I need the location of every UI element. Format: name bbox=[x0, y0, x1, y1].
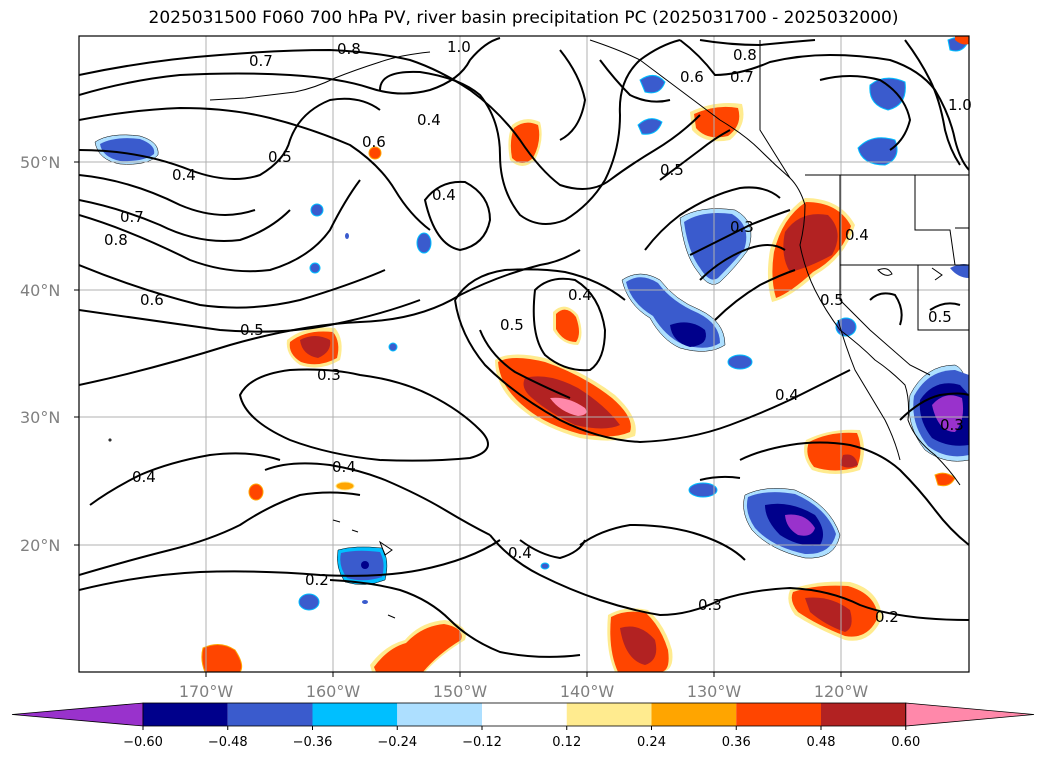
pv-label-0-4-aleutian: 0.4 bbox=[172, 166, 196, 184]
colorbar-cell bbox=[566, 703, 652, 726]
colorbar-cell bbox=[482, 703, 567, 726]
pv-contour-labels: 1.0 0.8 0.7 0.4 0.6 0.5 0.4 0.6 0.5 0.4 … bbox=[104, 38, 972, 626]
pv-contours bbox=[79, 37, 969, 658]
pv-label-0-4-north: 0.4 bbox=[417, 111, 441, 129]
latitude-axis: 50°N 40°N 30°N 20°N bbox=[20, 153, 79, 555]
map-panel[interactable] bbox=[79, 36, 969, 672]
lon-label-130w: 130°W bbox=[687, 682, 742, 701]
pv-label-0-5-north: 0.5 bbox=[268, 148, 292, 166]
pv-label-0-8-top: 0.8 bbox=[337, 40, 361, 58]
pv-label-0-3-bc: 0.3 bbox=[730, 218, 754, 236]
colorbar-cell bbox=[736, 703, 821, 726]
precip-shading bbox=[94, 36, 969, 672]
lon-label-160w: 160°W bbox=[306, 682, 361, 701]
coastlines bbox=[209, 39, 969, 486]
lat-label-30n: 30°N bbox=[20, 408, 60, 427]
colorbar-extend-min bbox=[11, 702, 144, 727]
lat-label-20n: 20°N bbox=[20, 536, 60, 555]
lon-label-170w: 170°W bbox=[179, 682, 234, 701]
pv-label-0-4-ring: 0.4 bbox=[568, 286, 592, 304]
colorbar-cell bbox=[651, 703, 737, 726]
colorbar-tick-label: 0.24 bbox=[637, 735, 666, 750]
pv-label-0-6-center: 0.6 bbox=[362, 133, 386, 151]
lat-label-50n: 50°N bbox=[20, 153, 60, 172]
pv-label-0-5-nevada: 0.5 bbox=[928, 308, 952, 326]
islands bbox=[108, 267, 943, 619]
pv-label-0-2-east: 0.2 bbox=[875, 608, 899, 626]
pv-label-0-5-gulf: 0.5 bbox=[660, 161, 684, 179]
pv-label-0-4-sw: 0.4 bbox=[132, 468, 156, 486]
pv-label-1-0-top: 1.0 bbox=[447, 38, 471, 56]
pv-label-0-4-oregon: 0.4 bbox=[845, 226, 869, 244]
pv-label-0-4-center: 0.4 bbox=[432, 186, 456, 204]
colorbar-outline bbox=[142, 702, 907, 727]
pv-label-0-8-canada: 0.8 bbox=[733, 46, 757, 64]
pv-label-1-0-east: 1.0 bbox=[948, 96, 972, 114]
map-frame bbox=[78, 35, 970, 673]
pv-label-0-4-midwest: 0.4 bbox=[332, 458, 356, 476]
pv-label-0-4-baja: 0.4 bbox=[775, 386, 799, 404]
pv-label-0-6-west: 0.6 bbox=[140, 291, 164, 309]
pv-label-0-3-mexico: 0.3 bbox=[940, 416, 964, 434]
colorbar-extend-max bbox=[905, 702, 1035, 727]
lat-label-40n: 40°N bbox=[20, 281, 60, 300]
pv-label-0-5-west: 0.5 bbox=[240, 321, 264, 339]
pv-label-0-4-south: 0.4 bbox=[508, 544, 532, 562]
pv-label-0-7-canada: 0.7 bbox=[730, 68, 754, 86]
colorbar: −0.60 −0.48 −0.36 −0.24 −0.12 0.12 0.24 0.36 0.4… bbox=[11, 702, 1035, 750]
colorbar-tick-label: 0.60 bbox=[891, 735, 920, 750]
colorbar-cell bbox=[821, 703, 906, 726]
colorbar-cell bbox=[143, 703, 228, 726]
pv-label-0-6-alaska: 0.6 bbox=[680, 68, 704, 86]
colorbar-tick-label: −0.36 bbox=[293, 735, 333, 750]
colorbar-tick-label: −0.48 bbox=[208, 735, 248, 750]
map-title: 2025031500 F060 700 hPa PV, river basin … bbox=[148, 8, 899, 28]
colorbar-cell bbox=[312, 703, 398, 726]
colorbar-tick-label: 0.12 bbox=[552, 735, 581, 750]
lon-label-150w: 150°W bbox=[433, 682, 488, 701]
colorbar-tick-label: 0.48 bbox=[807, 735, 836, 750]
colorbar-cell bbox=[397, 703, 482, 726]
pv-label-0-3-hawaii-north: 0.3 bbox=[317, 366, 341, 384]
pv-label-0-5-california: 0.5 bbox=[820, 291, 844, 309]
pv-label-0-5-ring: 0.5 bbox=[500, 316, 524, 334]
colorbar-tick-label: −0.12 bbox=[462, 735, 502, 750]
colorbar-tick-label: −0.60 bbox=[123, 735, 163, 750]
longitude-axis: 170°W 160°W 150°W 140°W 130°W 120°W bbox=[179, 672, 869, 701]
pv-label-0-7-west: 0.7 bbox=[120, 208, 144, 226]
pv-label-0-3-south: 0.3 bbox=[698, 596, 722, 614]
lon-label-140w: 140°W bbox=[560, 682, 615, 701]
colorbar-tick-label: −0.24 bbox=[377, 735, 417, 750]
pv-label-0-8-west: 0.8 bbox=[104, 231, 128, 249]
colorbar-tick-label: 0.36 bbox=[722, 735, 751, 750]
map-gridlines bbox=[79, 36, 969, 672]
colorbar-cell bbox=[227, 703, 313, 726]
lon-label-120w: 120°W bbox=[814, 682, 869, 701]
pv-label-0-2-hawaii: 0.2 bbox=[305, 571, 329, 589]
pv-label-0-7-top: 0.7 bbox=[249, 52, 273, 70]
